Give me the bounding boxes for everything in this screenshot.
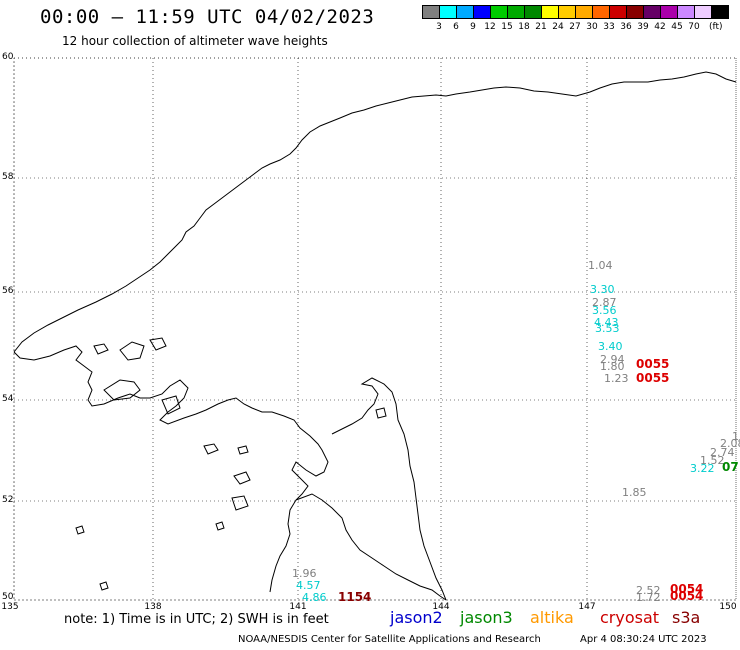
legend-tick: 30: [586, 22, 598, 32]
swh-observation: 3.22: [690, 462, 715, 475]
color-legend: 3 6 9 12 15 18 21 24 27 30 33 36 39 42 45 70 (ft): [422, 5, 729, 35]
pass-time-label: 0054: [670, 589, 704, 603]
swh-observation: 2.74: [710, 446, 735, 459]
lat-label-56: 56: [2, 286, 14, 296]
island-13: [215, 521, 225, 531]
legend-swatch: [711, 5, 729, 19]
legend-tick: 39: [637, 22, 649, 32]
swh-observation: 1.23: [604, 372, 629, 385]
swh-observation: 2.08: [720, 437, 740, 450]
lat-label-58: 58: [2, 172, 14, 182]
island-3: [149, 337, 167, 351]
legend-tick: 24: [552, 22, 564, 32]
swh-observation: 3.56: [592, 304, 617, 317]
footer-note: note: 1) Time is in UTC; 2) SWH is in fe…: [64, 612, 329, 627]
satellite-cryosat: cryosat: [600, 608, 660, 627]
legend-tick: 6: [453, 22, 459, 32]
lon-label-141: 141: [289, 602, 307, 612]
satellite-altika: altika: [530, 608, 574, 627]
legend-tick: 36: [620, 22, 632, 32]
lat-label-50: 50: [2, 592, 14, 602]
swh-observation: 1.72: [636, 591, 661, 604]
swh-observation: 2.87: [592, 296, 617, 309]
swh-observation: 1.85: [622, 486, 647, 499]
legend-tick: 33: [603, 22, 615, 32]
legend-tick: 15: [501, 22, 513, 32]
island-5: [161, 395, 181, 415]
satellite-s3a: s3a: [672, 608, 701, 627]
map-frame: [13, 57, 737, 601]
page-subtitle: 12 hour collection of altimeter wave hei…: [62, 34, 328, 48]
legend-unit: (ft): [709, 22, 723, 32]
swh-observation: 2.94: [600, 353, 625, 366]
island-10: [75, 525, 85, 535]
pass-time-label: 07: [722, 460, 739, 474]
lat-label-52: 52: [2, 495, 14, 505]
satellite-jason2: jason2: [390, 608, 443, 627]
legend-tick: 42: [654, 22, 666, 32]
island-8: [233, 471, 251, 485]
legend-tick: 18: [518, 22, 530, 32]
satellite-jason3: jason3: [460, 608, 513, 627]
lon-label-135: 135: [1, 602, 19, 612]
swh-observation: 2.52: [636, 584, 661, 597]
swh-observation: 4.43: [594, 316, 619, 329]
island-2: [119, 341, 145, 361]
swh-observation: 1.52: [700, 454, 725, 467]
swh-observation: 4.86: [302, 591, 327, 604]
island-12: [99, 581, 109, 591]
swh-observation: 1: [732, 430, 739, 443]
pass-time-label: 1154: [338, 590, 372, 604]
coastline: [13, 71, 737, 353]
swh-observation: 4.57: [296, 579, 321, 592]
credit-line: NOAA/NESDIS Center for Satellite Applica…: [238, 634, 541, 645]
swh-observation: 1.80: [600, 360, 625, 373]
map-grid: [13, 57, 737, 601]
generated-timestamp: Apr 4 08:30:24 UTC 2023: [580, 634, 707, 645]
island-1: [103, 379, 141, 401]
island-6: [203, 443, 219, 455]
lon-label-147: 147: [578, 602, 596, 612]
island-9: [231, 495, 249, 511]
lon-label-144: 144: [432, 602, 450, 612]
legend-tick: 27: [569, 22, 581, 32]
swh-observation: 3.30: [590, 283, 615, 296]
coastline-sakhalin: [295, 493, 447, 601]
island-4: [93, 343, 109, 355]
pass-time-label: 0054: [670, 582, 704, 596]
legend-tick: 45: [671, 22, 683, 32]
swh-observation: 1.96: [292, 567, 317, 580]
swh-observation: 1.04: [588, 259, 613, 272]
legend-tick: 21: [535, 22, 547, 32]
swh-observation: 3.40: [598, 340, 623, 353]
swh-observation: 3.53: [595, 322, 620, 335]
lon-label-138: 138: [144, 602, 162, 612]
legend-tick: 12: [484, 22, 496, 32]
legend-tick: 3: [436, 22, 442, 32]
lat-label-54: 54: [2, 394, 14, 404]
island-11: [375, 407, 387, 419]
lon-label-150: 150: [719, 602, 737, 612]
coastline-east: [331, 377, 447, 601]
island-7: [237, 445, 249, 455]
pass-time-label: 0055: [636, 357, 670, 371]
page-title: 00:00 – 11:59 UTC 04/02/2023: [40, 6, 375, 28]
legend-tick: 9: [470, 22, 476, 32]
legend-tick: 70: [688, 22, 700, 32]
coastline-peninsula: [13, 345, 329, 593]
pass-time-label: 0055: [636, 371, 670, 385]
lat-label-60: 60: [2, 52, 14, 62]
